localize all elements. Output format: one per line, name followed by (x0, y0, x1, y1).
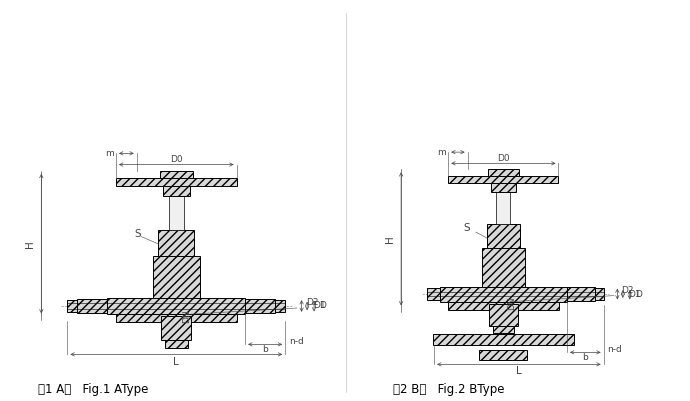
Bar (159, 230, 194, 256)
Bar (153, 256, 199, 298)
Bar (165, 340, 188, 348)
Bar (489, 169, 518, 176)
Text: 图2 B型   Fig.2 BType: 图2 B型 Fig.2 BType (393, 383, 504, 397)
Bar (482, 248, 525, 287)
Bar (108, 298, 245, 314)
Text: b: b (582, 353, 588, 362)
Bar (491, 183, 516, 192)
Text: L: L (516, 366, 522, 376)
Text: S: S (135, 229, 141, 239)
Text: n-d: n-d (289, 338, 304, 346)
Text: H: H (385, 235, 395, 243)
Bar (448, 302, 559, 310)
Bar (161, 316, 191, 340)
Bar (169, 196, 184, 230)
Bar (595, 288, 604, 300)
Bar (497, 192, 511, 224)
Bar (275, 300, 285, 312)
Text: m: m (437, 148, 446, 157)
Text: D2: D2 (306, 298, 318, 306)
Bar (440, 287, 567, 302)
Bar (245, 299, 275, 313)
Bar (567, 287, 595, 301)
Text: L: L (173, 356, 179, 367)
Text: H: H (26, 240, 35, 247)
Bar (433, 334, 574, 345)
Bar (68, 300, 77, 312)
Text: D1: D1 (629, 290, 641, 298)
Text: b: b (262, 345, 268, 354)
Bar (163, 186, 190, 196)
Text: D: D (319, 302, 326, 310)
Text: n-d: n-d (607, 345, 622, 354)
Bar (480, 350, 527, 360)
Bar (493, 326, 514, 333)
Text: m: m (105, 149, 114, 158)
Bar (77, 299, 108, 313)
Text: DN: DN (181, 309, 191, 323)
Bar (487, 224, 520, 248)
Text: D1: D1 (313, 302, 325, 310)
Text: D0: D0 (170, 155, 183, 164)
Text: 图1 A型   Fig.1 AType: 图1 A型 Fig.1 AType (39, 383, 149, 397)
Text: S: S (463, 223, 469, 233)
Bar (116, 178, 237, 186)
Bar (427, 288, 440, 300)
Bar (489, 304, 518, 326)
Bar (448, 176, 558, 183)
Bar (116, 314, 237, 322)
Text: D0: D0 (497, 154, 510, 163)
Text: DN: DN (508, 296, 517, 310)
Text: D2: D2 (622, 286, 634, 295)
Text: D: D (635, 290, 642, 299)
Bar (160, 171, 193, 178)
